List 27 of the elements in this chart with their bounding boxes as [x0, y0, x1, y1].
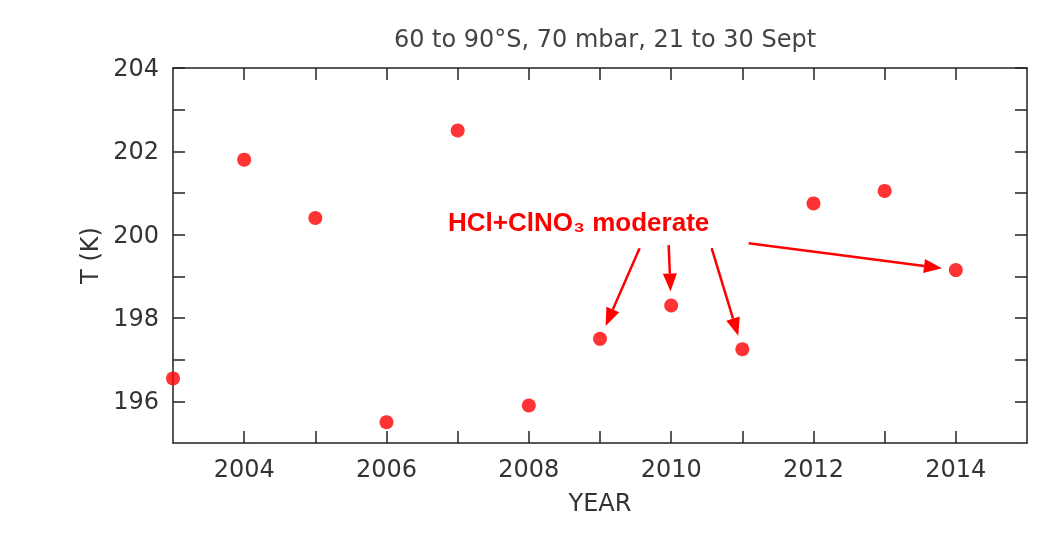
point: [877, 183, 892, 198]
point: [806, 196, 821, 211]
y-tick-label: 200: [113, 220, 159, 249]
point: [379, 415, 394, 430]
y-axis-title: T (K): [76, 227, 105, 285]
point: [948, 263, 963, 278]
x-tick-label: 2010: [640, 455, 702, 483]
x-axis-title: YEAR: [567, 489, 632, 517]
x-tick-label: 2008: [498, 455, 560, 483]
point: [521, 398, 536, 413]
point: [308, 211, 323, 225]
point: [450, 123, 465, 138]
point: [593, 331, 607, 346]
annotation: HCl+ClNO₃ moderate: [448, 206, 710, 238]
point: [237, 152, 252, 167]
y-tick-label: 198: [113, 304, 159, 332]
x-tick-label: 2014: [925, 455, 987, 483]
y-tick-label: 204: [113, 54, 159, 82]
chart-title: 60 to 90°S, 70 mbar, 21 to 30 Sept: [393, 25, 817, 53]
x-tick-label: 2012: [782, 455, 845, 483]
y-tick-label: 196: [113, 387, 159, 416]
x-tick-label: 2004: [213, 455, 275, 483]
point: [166, 371, 180, 386]
point: [735, 342, 750, 357]
point: [664, 298, 679, 313]
x-tick-label: 2006: [355, 455, 418, 483]
y-tick-label: 202: [113, 137, 159, 166]
